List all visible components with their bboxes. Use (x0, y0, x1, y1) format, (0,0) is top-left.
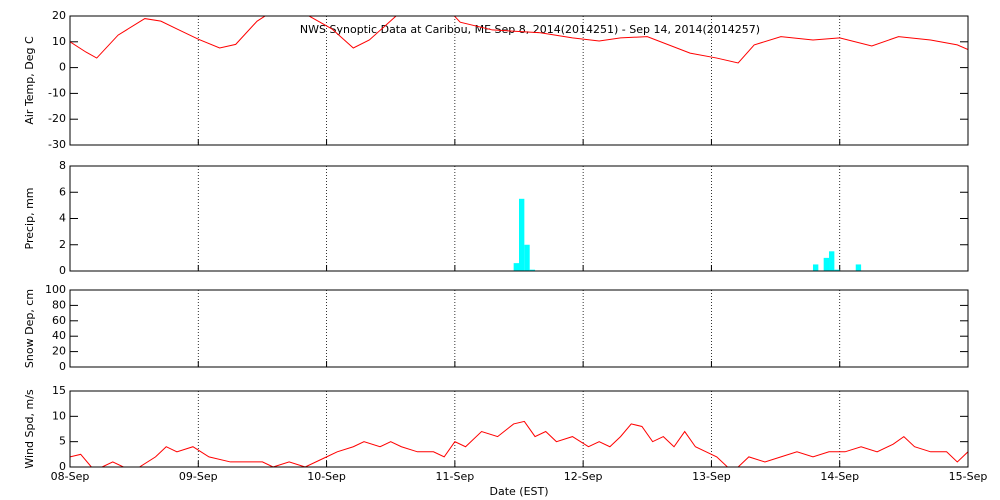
x-tick-label: 14-Sep (820, 470, 859, 483)
plot-area (70, 420, 968, 467)
y-axis-label: Wind Spd, m/s (23, 389, 36, 469)
x-tick-label: 11-Sep (436, 470, 475, 483)
bar (529, 269, 536, 271)
y-tick-label: 10 (52, 35, 66, 48)
x-tick-label: 13-Sep (692, 470, 731, 483)
x-tick-label: 12-Sep (564, 470, 603, 483)
y-tick-label: 10 (52, 409, 66, 422)
chart-title: NWS Synoptic Data at Caribou, ME Sep 8, … (300, 23, 760, 36)
x-tick-label: 09-Sep (179, 470, 218, 483)
bar (519, 198, 525, 271)
y-tick-label: 0 (59, 61, 66, 74)
y-tick-label: 100 (45, 283, 66, 296)
y-tick-label: 20 (52, 345, 66, 358)
plot-frame (69, 390, 969, 468)
y-tick-label: 40 (52, 329, 66, 342)
y-tick-label: 5 (59, 435, 66, 448)
x-tick-label: 15-Sep (949, 470, 988, 483)
y-tick-label: 20 (52, 9, 66, 22)
bar (829, 251, 835, 271)
x-axis-label: Date (EST) (489, 485, 548, 498)
bar (513, 263, 519, 271)
y-axis-label: Snow Dep, cm (23, 289, 36, 368)
y-tick-label: 4 (59, 212, 66, 225)
data-line (70, 420, 968, 467)
bar (823, 257, 830, 271)
bar (834, 269, 840, 271)
y-axis-label: Precip, mm (23, 188, 36, 250)
y-tick-label: 0 (59, 360, 66, 373)
y-tick-label: 60 (52, 314, 66, 327)
x-tick-label: 10-Sep (307, 470, 346, 483)
data-line (70, 16, 968, 64)
y-tick-label: 0 (59, 264, 66, 277)
plot-frame (69, 15, 969, 146)
y-tick-label: -20 (48, 112, 66, 125)
y-tick-label: -30 (48, 138, 66, 151)
plot-area (513, 198, 862, 271)
y-tick-label: 2 (59, 238, 66, 251)
bar (812, 264, 819, 271)
plot-area (70, 16, 968, 64)
bar (524, 244, 530, 271)
y-tick-label: 8 (59, 159, 66, 172)
y-axis-label: Air Temp, Deg C (23, 36, 36, 125)
y-tick-label: 6 (59, 185, 66, 198)
plot-frame (69, 165, 969, 272)
plot-frame (69, 289, 969, 368)
y-tick-label: -10 (48, 86, 66, 99)
x-tick-label: 08-Sep (51, 470, 90, 483)
y-tick-label: 0 (59, 460, 66, 473)
y-tick-label: 80 (52, 298, 66, 311)
y-tick-label: 15 (52, 384, 66, 397)
bar (855, 264, 862, 271)
